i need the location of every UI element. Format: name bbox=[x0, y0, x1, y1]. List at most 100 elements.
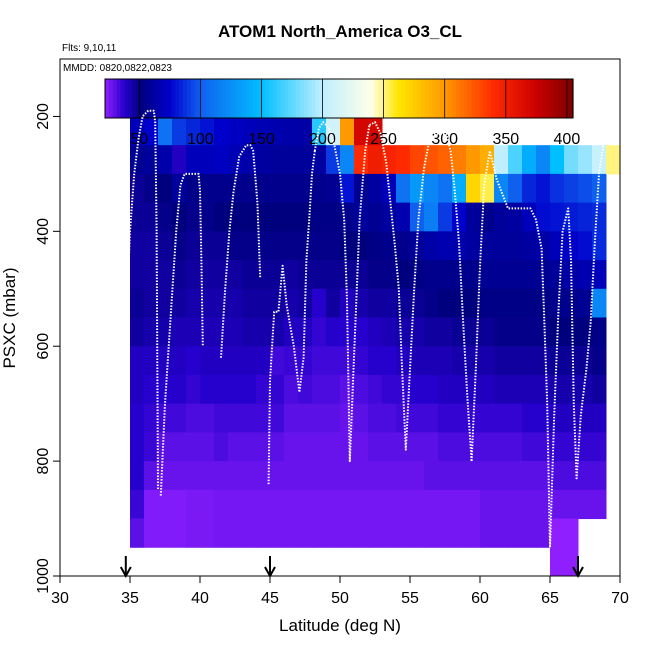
colorbar-segment bbox=[378, 79, 383, 118]
heatmap-cell bbox=[508, 260, 523, 290]
heatmap-cell bbox=[144, 260, 159, 290]
colorbar-segment bbox=[417, 79, 422, 118]
heatmap-cell bbox=[242, 173, 257, 204]
heatmap-cell bbox=[130, 317, 145, 347]
heatmap-cell bbox=[298, 374, 313, 405]
colorbar-segment bbox=[144, 79, 149, 118]
heatmap-cell bbox=[354, 403, 369, 433]
heatmap-cell bbox=[214, 173, 229, 204]
heatmap-cell bbox=[452, 489, 467, 520]
heatmap-cell bbox=[466, 489, 481, 520]
heatmap-cell bbox=[578, 260, 593, 290]
colorbar-segment bbox=[167, 79, 172, 118]
heatmap-cell bbox=[382, 202, 397, 232]
heatmap-cell bbox=[466, 461, 481, 491]
colorbar-segment bbox=[553, 79, 558, 118]
heatmap-cell bbox=[438, 317, 453, 347]
colorbar-segment bbox=[311, 79, 317, 118]
heatmap-cell bbox=[592, 288, 607, 318]
x-tick-label: 40 bbox=[191, 590, 209, 607]
heatmap-cell bbox=[326, 432, 341, 462]
heatmap-cell bbox=[494, 202, 509, 232]
heatmap-cell bbox=[564, 173, 579, 204]
x-tick-label: 50 bbox=[331, 590, 349, 607]
x-tick-label: 30 bbox=[51, 590, 69, 607]
heatmap-cell bbox=[522, 288, 537, 318]
heatmap-cell bbox=[298, 317, 313, 347]
heatmap-cell bbox=[564, 202, 579, 232]
heatmap-cell bbox=[382, 173, 397, 204]
flight-profiles bbox=[124, 109, 621, 548]
colorbar-segment bbox=[471, 79, 477, 118]
heatmap-cell bbox=[480, 202, 495, 232]
colorbar-segment bbox=[358, 79, 363, 118]
heatmap-cell bbox=[200, 260, 215, 290]
heatmap-cell bbox=[130, 202, 145, 232]
heatmap-cell bbox=[536, 346, 551, 376]
heatmap-cell bbox=[466, 288, 481, 318]
colorbar-segment bbox=[218, 79, 223, 118]
heatmap-cell bbox=[298, 461, 313, 491]
heatmap-cell bbox=[228, 116, 243, 146]
heatmap-cell bbox=[396, 145, 411, 175]
heatmap-cell bbox=[494, 317, 509, 347]
colorbar-tick-label: 400 bbox=[554, 131, 581, 148]
heatmap-cell bbox=[522, 403, 537, 433]
heatmap-cell bbox=[130, 231, 145, 261]
heatmap-cell bbox=[592, 231, 607, 261]
heatmap-cell bbox=[396, 288, 411, 318]
heatmap-cell bbox=[564, 288, 579, 318]
heatmap-cell bbox=[536, 173, 551, 204]
heatmap-cell bbox=[452, 461, 467, 491]
heatmap-cell bbox=[410, 518, 425, 548]
heatmap-cell bbox=[494, 260, 509, 290]
heatmap-cell bbox=[368, 317, 383, 347]
heatmap-cell bbox=[480, 288, 495, 318]
heatmap-cell bbox=[508, 317, 523, 347]
heatmap-cell bbox=[522, 317, 537, 347]
colorbar-tick-label: 250 bbox=[370, 131, 397, 148]
heatmap-cell bbox=[410, 432, 425, 462]
colorbar-segment bbox=[335, 79, 340, 118]
heatmap-cell bbox=[130, 145, 145, 175]
heatmap-cell bbox=[172, 145, 187, 175]
colorbar-segment bbox=[381, 79, 387, 118]
colorbar-segment bbox=[518, 79, 523, 118]
heatmap-cell bbox=[438, 260, 453, 290]
heatmap-cell bbox=[396, 260, 411, 290]
colorbar-tick-label: 100 bbox=[187, 131, 214, 148]
flight-profile-line bbox=[313, 121, 371, 463]
colorbar-segment bbox=[479, 79, 484, 118]
heatmap-cell bbox=[158, 231, 173, 261]
colorbar-segment bbox=[420, 79, 426, 118]
colorbar-segment bbox=[175, 79, 180, 118]
heatmap-cell bbox=[284, 518, 299, 548]
heatmap-cell bbox=[452, 374, 467, 405]
heatmap-cell bbox=[284, 461, 299, 491]
heatmap-cell bbox=[326, 116, 341, 146]
heatmap-cell bbox=[508, 403, 523, 433]
heatmap-cell bbox=[144, 374, 159, 405]
heatmap-cell bbox=[340, 231, 355, 261]
heatmap-cell bbox=[312, 173, 327, 204]
heatmap-cell bbox=[228, 489, 243, 520]
heatmap-cell bbox=[494, 346, 509, 376]
heatmap-cell bbox=[396, 432, 411, 462]
heatmap-cell bbox=[242, 518, 257, 548]
colorbar-segment bbox=[147, 79, 153, 118]
colorbar-segment bbox=[354, 79, 360, 118]
colorbar-segment bbox=[374, 79, 379, 118]
heatmap-cell bbox=[382, 432, 397, 462]
heatmap-cell bbox=[228, 403, 243, 433]
heatmap-cell bbox=[312, 489, 327, 520]
colorbar-segment bbox=[389, 79, 395, 118]
heatmap-cell bbox=[172, 403, 187, 433]
colorbar-segment bbox=[456, 79, 461, 118]
heatmap-cell bbox=[284, 317, 299, 347]
heatmap-cell bbox=[172, 202, 187, 232]
colorbar-segment bbox=[498, 79, 504, 118]
heatmap-cell bbox=[256, 173, 271, 204]
heatmap-cell bbox=[354, 432, 369, 462]
heatmap-cell bbox=[536, 202, 551, 232]
heatmap-cell bbox=[158, 116, 173, 146]
